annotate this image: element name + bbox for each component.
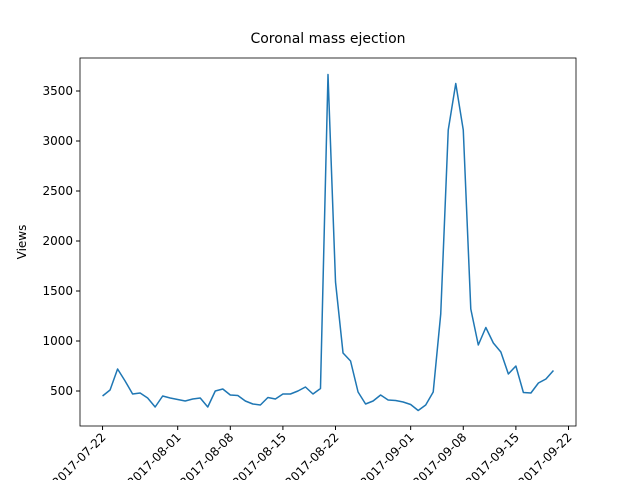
y-axis-label: Views [15, 225, 29, 260]
y-tick-label: 1500 [42, 284, 73, 298]
x-tick-label: 2017-08-15 [230, 430, 289, 480]
x-tick-label: 2017-09-22 [515, 430, 574, 480]
x-tick-label: 2017-08-01 [125, 430, 184, 480]
y-tick-label: 2000 [42, 234, 73, 248]
x-tick-label: 2017-08-08 [177, 430, 236, 480]
chart-title: Coronal mass ejection [250, 31, 405, 47]
x-tick-label: 2017-09-01 [358, 430, 417, 480]
x-tick-label: 2017-09-15 [463, 430, 522, 480]
y-tick-label: 500 [50, 384, 73, 398]
plot-frame [79, 57, 577, 427]
y-tick-label: 3500 [42, 84, 73, 98]
data-line [102, 73, 555, 412]
x-tick-label: 2017-07-22 [49, 430, 108, 480]
x-tick-label: 2017-08-22 [282, 430, 341, 480]
x-tick-label: 2017-09-08 [410, 430, 469, 480]
y-tick-label: 1000 [42, 334, 73, 348]
y-tick-label: 2500 [42, 184, 73, 198]
y-tick-label: 3000 [42, 134, 73, 148]
